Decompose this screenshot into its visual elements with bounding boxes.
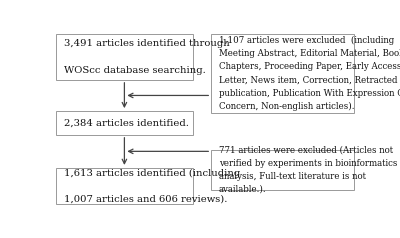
- FancyBboxPatch shape: [211, 149, 354, 190]
- Text: 2,384 articles identified.: 2,384 articles identified.: [64, 119, 189, 127]
- Text: 771 articles were excluded (Articles not
verified by experiments in bioinformati: 771 articles were excluded (Articles not…: [219, 145, 397, 194]
- Text: 3,491 articles identified through

WOScc database searching.: 3,491 articles identified through WOScc …: [64, 39, 230, 75]
- Text: 1,107 articles were excluded  (including
Meeting Abstract, Editorial Material, B: 1,107 articles were excluded (including …: [219, 36, 400, 111]
- FancyBboxPatch shape: [56, 168, 193, 204]
- Text: 1,613 articles identified (including

1,007 articles and 606 reviews).: 1,613 articles identified (including 1,0…: [64, 169, 240, 204]
- FancyBboxPatch shape: [56, 34, 193, 80]
- FancyBboxPatch shape: [56, 111, 193, 135]
- FancyBboxPatch shape: [211, 34, 354, 113]
